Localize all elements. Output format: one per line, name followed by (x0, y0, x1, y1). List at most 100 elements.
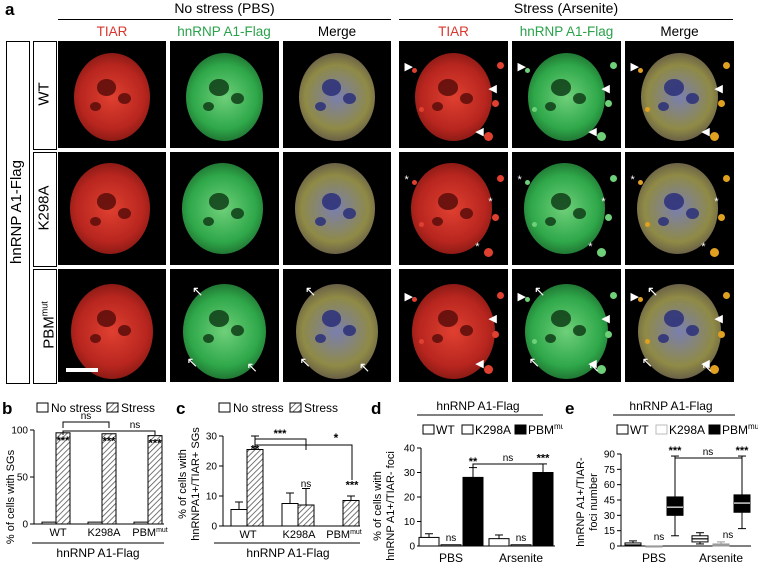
cell-image-pbm-merge-pbs: ↖ ↖ ↖ (283, 269, 391, 382)
nucleolus (96, 310, 117, 327)
chart-e-ylabel-2: foci number (588, 473, 600, 531)
chart-d-ylabel-2: hnRNP A1+/TIAR- foci (385, 451, 397, 561)
arrowhead-marker: ▶ (517, 290, 526, 303)
chart-d-ylabel-1: % of cells with (372, 471, 384, 541)
panel-b-letter: b (2, 399, 13, 418)
nucleolus (118, 324, 132, 336)
granule-dot (717, 99, 725, 107)
chart-c-bracket-label: * (334, 431, 339, 445)
legend-e-pbm-swatch (708, 424, 721, 435)
legend-b-no-stress: No stress (51, 401, 102, 415)
chart-d-plot: 0 10 20 30 40 PBS Arsenite ns ** ns *** ns (404, 444, 555, 564)
arrow-marker: ↖ (528, 354, 541, 371)
arrow-marker: ↖ (358, 358, 371, 375)
arrow-marker: ↖ (299, 354, 311, 371)
granule-dot (597, 131, 607, 141)
bar-b-no-stress (87, 521, 103, 525)
granule-dot (531, 107, 537, 113)
arrow-marker: ↖ (701, 358, 714, 375)
arrowhead-marker: ◀ (714, 313, 723, 326)
chart-d-y-tick-label: 0 (409, 542, 415, 553)
panel-e-letter: e (565, 399, 575, 418)
nucleolus (202, 216, 214, 226)
chart-b-y-tick-label: 0 (22, 520, 28, 531)
chart-d: hnRNP A1-Flag WT K298A PBMmut 0 10 20 30 40 P… (372, 399, 563, 564)
asterisk-marker: * (488, 196, 493, 209)
nucleus (528, 52, 605, 141)
panel-c-letter: c (176, 399, 186, 418)
nucleolus (431, 333, 443, 343)
granule-dot (723, 62, 731, 70)
arrowhead-marker: ◀ (488, 313, 497, 326)
cell-image-k298a-tiar-arsenite: * * * (399, 152, 508, 265)
bar-d-pbmmut (462, 476, 484, 547)
chart-d-title: hnRNP A1-Flag (436, 399, 519, 413)
bar-b-no-stress (133, 521, 149, 525)
row-axis-label: hnRNP A1-Flag (8, 160, 25, 264)
asterisk-marker: * (701, 241, 706, 254)
granule-dot (597, 365, 607, 375)
nucleolus (118, 93, 132, 105)
cell-image-k298a-merge-pbs (283, 152, 391, 265)
bar-c-no-stress (281, 503, 299, 527)
legend-d-pbm-text: PBM (528, 423, 554, 437)
bar-c-stress (246, 449, 264, 527)
chart-c-bracket-label: *** (274, 428, 288, 440)
chart-c-bracket (254, 444, 353, 480)
arrow-marker: ↖ (191, 282, 204, 299)
granule-dot (491, 99, 499, 107)
granule-dot (412, 180, 418, 186)
chart-d-bracket-label: ns (503, 453, 514, 464)
nucleus (186, 52, 263, 141)
chart-c-ylabel-1: % of cells with (177, 449, 189, 519)
chart-e-y-tick-label: 15 (604, 526, 616, 537)
legend-c-no-stress-swatch (218, 402, 231, 413)
bar-b-stress (147, 435, 163, 525)
chart-b-xlabel: hnRNP A1-Flag (56, 546, 139, 560)
chart-b-sig: *** (57, 435, 71, 447)
chart-b: No stress Stress 0 50 100 WT K298A PBMmut *** *… (5, 401, 168, 560)
legend-e-pbm-text: PBM (722, 423, 748, 437)
chart-c-sig: ns (301, 479, 312, 490)
asterisk-marker: * (714, 196, 719, 209)
arrowhead-marker: ◀ (588, 125, 597, 138)
granule-dot (484, 248, 494, 258)
panel-a-letter: a (5, 0, 15, 19)
arrowhead-marker: ◀ (488, 82, 497, 95)
chart-b-xtick: PBMmut (132, 527, 168, 539)
cell-image-pbm-tiar-arsenite: ▶ ◀ ◀ (399, 269, 508, 382)
granule-dot (644, 222, 650, 228)
granule-dot (497, 62, 505, 70)
chart-c-xtick-sup: mut (350, 529, 362, 536)
col-merge-1: Merge (317, 24, 357, 39)
arrowhead-marker: ▶ (517, 61, 526, 74)
nucleolus (664, 193, 684, 210)
granule-dot (418, 222, 424, 228)
bar-b-stress (101, 433, 117, 525)
cell-image-wt-tiar-arsenite: ▶ ◀ ◀ (399, 41, 508, 148)
legend-e-k298a-swatch (655, 424, 668, 435)
legend-e-wt-swatch (616, 424, 629, 435)
legend-b-stress: Stress (121, 401, 155, 415)
cell-image-wt-tiar-pbs (58, 41, 166, 148)
legend-d-wt-swatch (422, 424, 435, 435)
scale-bar (66, 368, 98, 372)
granule-dot (497, 174, 505, 182)
cell-image-pbm-merge-arsenite: ▶ ◀ ◀ ↖ ↖ ↖ (625, 269, 734, 382)
legend-e-pbm-sup: mut (748, 422, 758, 431)
col-hnrnp-2: hnRNP A1-Flag (519, 24, 614, 39)
granule-dot (610, 174, 618, 182)
chart-c-sig: *** (346, 480, 360, 492)
chart-e-sig: ns (654, 532, 665, 543)
cell-image-wt-hnrnp-arsenite: ▶ ◀ ◀ (512, 41, 621, 148)
granule-dot (644, 107, 650, 113)
header-no-stress-line (58, 19, 391, 21)
chart-e-bracket (674, 457, 743, 462)
nucleus (183, 283, 266, 379)
nucleolus (438, 310, 458, 327)
nucleolus (209, 193, 229, 210)
nucleolus (460, 93, 474, 105)
cell-image-pbm-tiar-pbs (58, 269, 166, 382)
cell-image-wt-hnrnp-pbs (170, 41, 279, 148)
arrow-marker: ↖ (533, 282, 546, 299)
